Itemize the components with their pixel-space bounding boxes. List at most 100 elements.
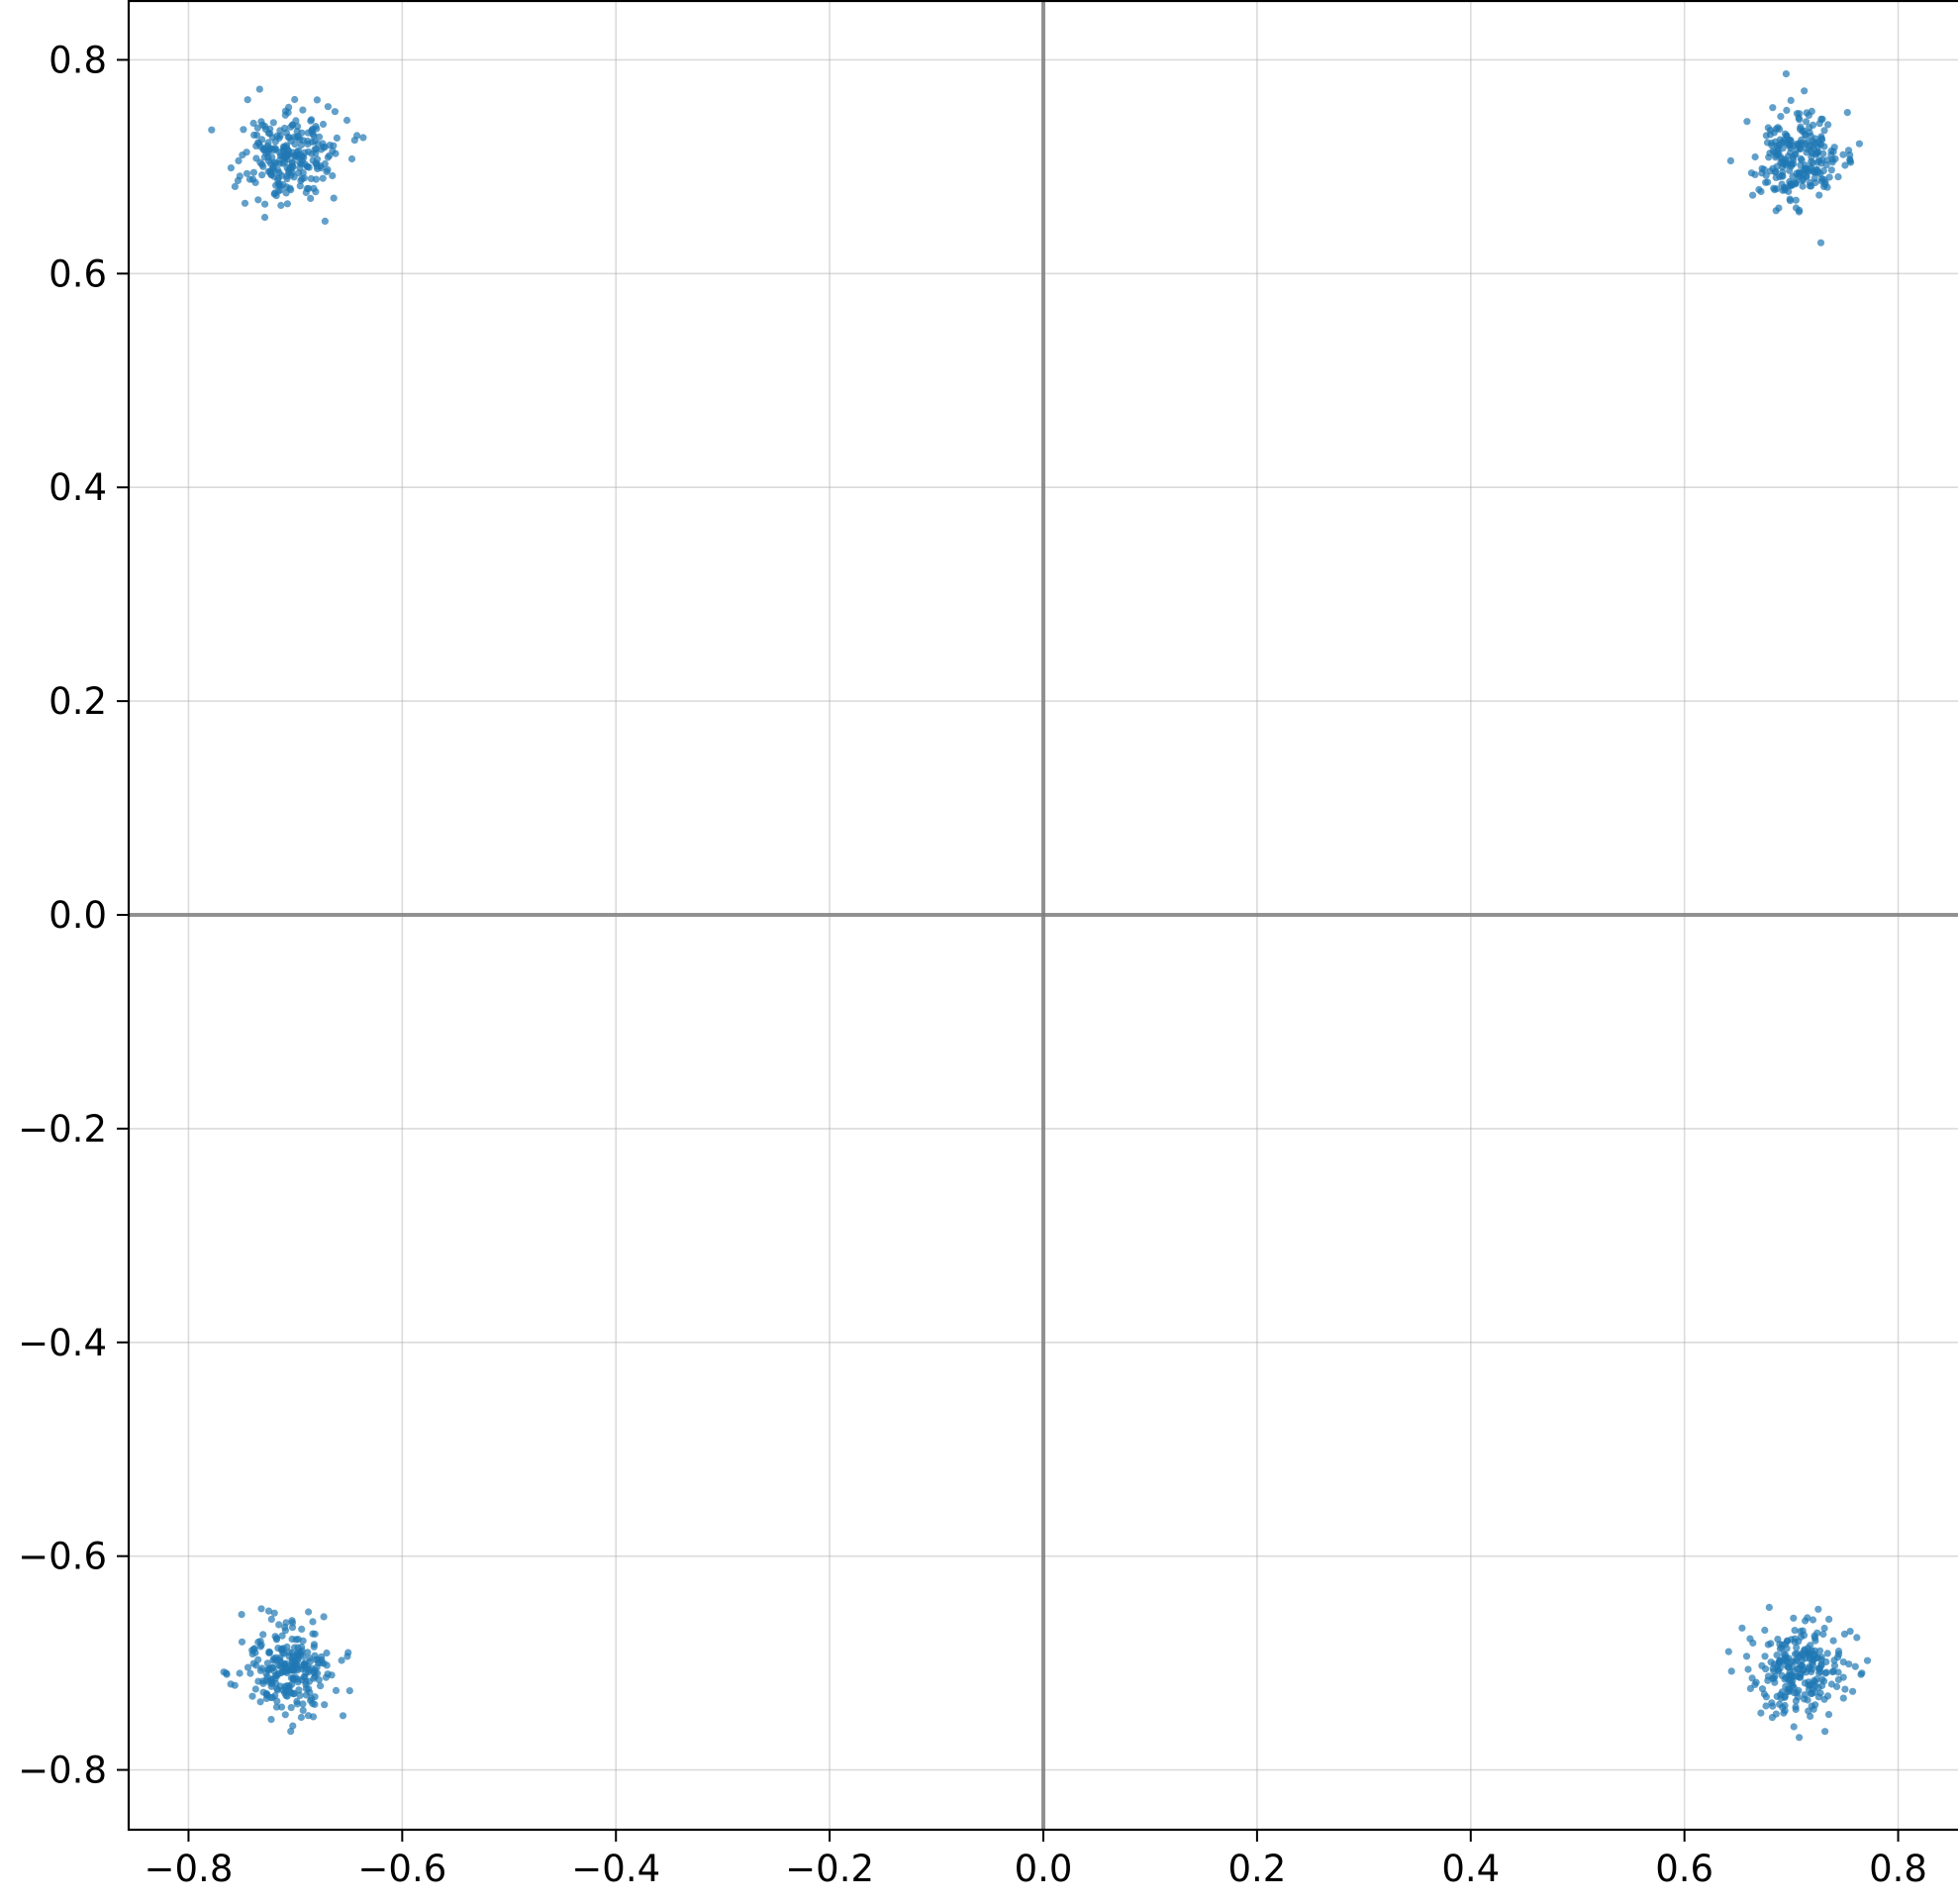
scatter-point: [343, 116, 351, 125]
scatter-point: [227, 164, 235, 172]
scatter-point: [1800, 1632, 1809, 1640]
scatter-point: [235, 156, 243, 164]
scatter-point: [298, 1625, 306, 1633]
scatter-point: [258, 160, 266, 168]
scatter-point: [1746, 1684, 1754, 1692]
scatter-point: [1761, 1653, 1769, 1660]
scatter-point: [1817, 1660, 1825, 1668]
scatter-point: [345, 1687, 353, 1695]
scatter-point: [1818, 136, 1826, 144]
scatter-point: [1790, 1689, 1799, 1697]
scatter-point: [1743, 118, 1751, 126]
scatter-point: [1841, 161, 1849, 169]
x-axis-ticks: −0.8 −0.6 −0.4 −0.2 0.0 0.2 0.4 0.6 0.8: [145, 1830, 1927, 1890]
scatter-point: [299, 1700, 307, 1708]
scatter-point: [1808, 157, 1815, 165]
scatter-point: [1761, 1626, 1769, 1635]
scatter-point: [309, 1618, 317, 1626]
scatter-point: [238, 1638, 246, 1646]
scatter-point: [1781, 1692, 1789, 1700]
scatter-point: [328, 1671, 336, 1679]
scatter-point: [298, 157, 306, 165]
scatter-point: [1770, 1660, 1778, 1668]
scatter-point: [281, 1682, 289, 1691]
scatter-point: [1813, 158, 1821, 166]
scatter-point: [291, 141, 299, 149]
scatter-point: [1771, 1678, 1779, 1686]
scatter-point: [1797, 123, 1805, 131]
scatter-point: [1853, 1634, 1861, 1642]
scatter-point: [307, 117, 315, 125]
scatter-point: [1724, 1648, 1732, 1655]
scatter-point: [227, 1680, 235, 1688]
x-tick-label: 0.8: [1869, 1848, 1927, 1890]
scatter-point: [251, 1685, 259, 1693]
scatter-point: [323, 167, 331, 175]
scatter-point: [304, 137, 312, 146]
scatter-point: [308, 1694, 316, 1703]
scatter-point: [1843, 109, 1851, 117]
scatter-point: [1762, 178, 1770, 186]
scatter-point: [299, 168, 307, 177]
scatter-point: [1807, 132, 1814, 140]
scatter-point: [1765, 1603, 1773, 1611]
scatter-point: [1790, 1723, 1798, 1731]
scatter-point: [1827, 166, 1835, 174]
scatter-point: [1814, 1605, 1822, 1613]
scatter-point: [257, 1605, 265, 1613]
scatter-point: [329, 171, 337, 180]
scatter-point: [287, 1728, 295, 1736]
scatter-point: [283, 152, 291, 160]
scatter-point: [1792, 1697, 1800, 1705]
scatter-point: [1776, 1645, 1784, 1653]
scatter-point: [322, 1673, 330, 1681]
scatter-point: [1807, 1712, 1814, 1720]
scatter-point: [1779, 1703, 1787, 1711]
scatter-point: [287, 1689, 295, 1697]
scatter-point: [1770, 129, 1778, 137]
scatter-point: [1840, 1630, 1848, 1638]
scatter-point: [1805, 1685, 1813, 1693]
scatter-point: [270, 147, 278, 154]
y-tick-label: 0.6: [49, 252, 107, 295]
scatter-point: [276, 1653, 284, 1662]
scatter-point: [1803, 172, 1811, 180]
scatter-point: [304, 1712, 313, 1720]
scatter-point: [1811, 168, 1819, 176]
scatter-point: [1792, 196, 1800, 204]
scatter-point: [259, 1679, 267, 1687]
scatter-point: [1839, 150, 1847, 158]
scatter-point: [1775, 204, 1783, 212]
scatter-point: [276, 151, 285, 159]
scatter-point: [236, 172, 244, 180]
scatter-point: [278, 1647, 286, 1654]
scatter-point: [1797, 1669, 1805, 1678]
scatter-point: [291, 95, 299, 104]
scatter-point: [273, 1697, 281, 1705]
scatter-point: [1764, 124, 1772, 132]
scatter-point: [255, 85, 263, 93]
scatter-point: [1844, 147, 1853, 154]
scatter-point: [281, 1627, 289, 1635]
scatter-point: [1770, 184, 1778, 192]
scatter-point: [1801, 87, 1809, 95]
scatter-point: [288, 1654, 296, 1662]
scatter-point: [1742, 1653, 1751, 1660]
y-tick-label: 0.8: [49, 39, 107, 81]
x-tick-label: 0.2: [1227, 1848, 1286, 1890]
scatter-point: [1811, 150, 1819, 158]
scatter-point: [208, 126, 216, 134]
scatter-point: [261, 123, 269, 131]
scatter-point: [260, 153, 268, 161]
scatter-point: [1758, 1685, 1767, 1693]
scatter-point: [1765, 153, 1773, 161]
scatter-point: [1813, 1653, 1821, 1661]
scatter-point: [288, 168, 296, 176]
scatter-point: [1762, 1665, 1770, 1673]
scatter-point: [244, 1663, 252, 1671]
scatter-point: [1834, 1675, 1842, 1684]
scatter-point: [258, 171, 266, 179]
scatter-point: [301, 1659, 309, 1667]
scatter-point: [1834, 1668, 1842, 1676]
